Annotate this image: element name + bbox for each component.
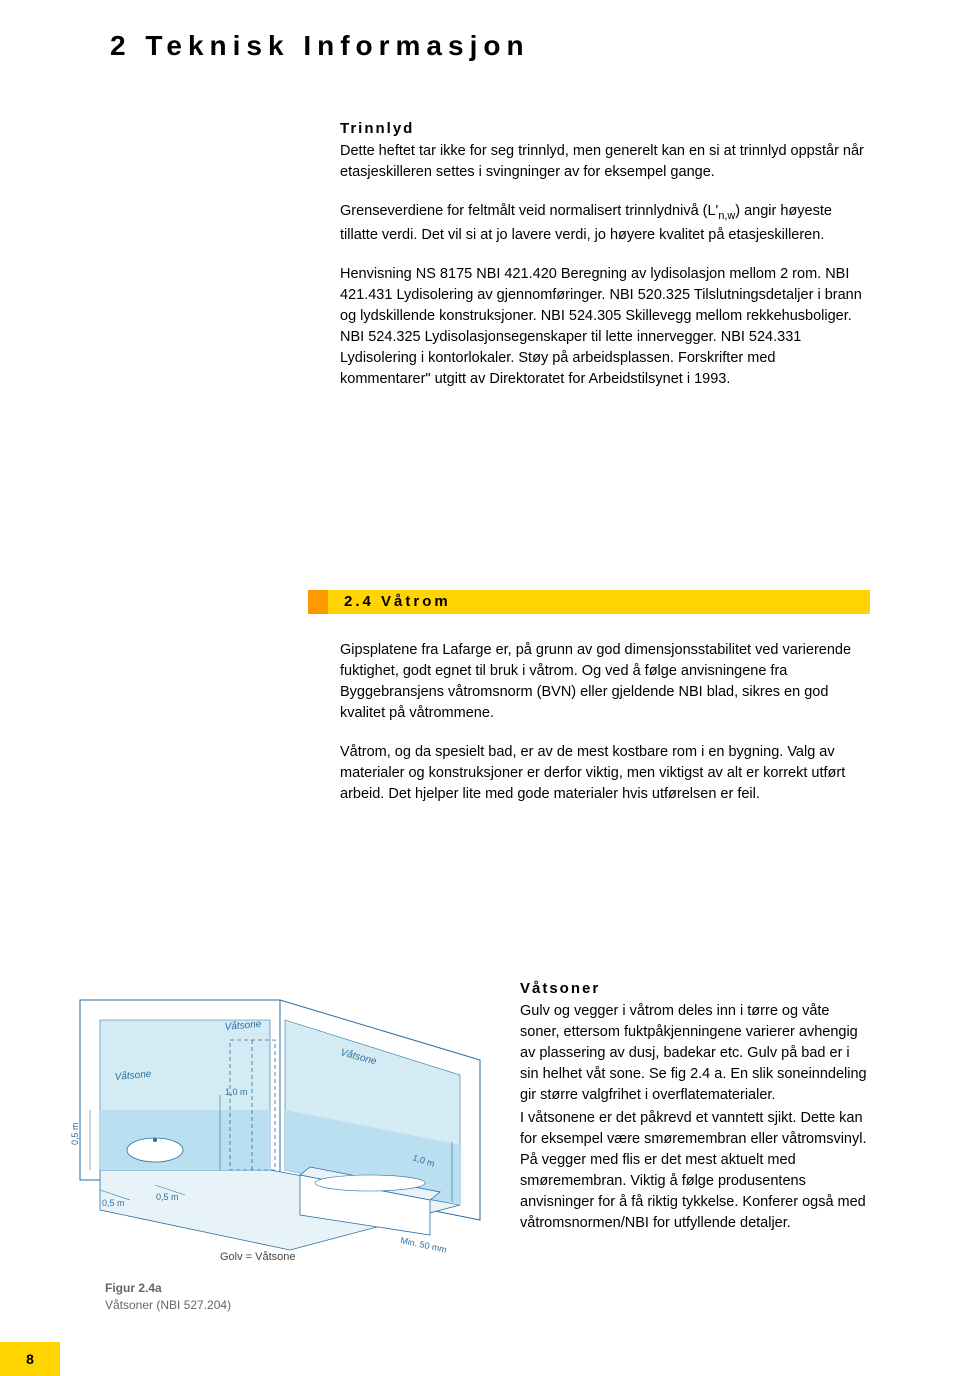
bathroom-diagram-svg: 0,5 m 0,5 m 0,5 m 1,0 m 1,0 m Min. 50 mm…	[60, 980, 500, 1280]
trinnlyd-p2sub: n,w	[718, 210, 735, 222]
vatrom-p1: Gipsplatene fra Lafarge er, på grunn av …	[340, 640, 870, 724]
vatrom-block: Gipsplatene fra Lafarge er, på grunn av …	[340, 640, 870, 823]
vatrom-p2: Våtrom, og da spesielt bad, er av de mes…	[340, 742, 870, 805]
dim-05m-h2-label: 0,5 m	[156, 1192, 179, 1202]
trinnlyd-block: Trinnlyd Dette heftet tar ikke for seg t…	[340, 120, 870, 408]
vatsoner-block: Våtsoner Gulv og vegger i våtrom deles i…	[520, 980, 870, 1234]
trinnlyd-p3: Henvisning NS 8175 NBI 421.420 Beregning…	[340, 264, 870, 390]
bathtub-basin	[315, 1175, 425, 1191]
section-bar-square	[308, 590, 328, 614]
section-bar-label: 2.4 Våtrom	[344, 590, 451, 614]
section-bar-vatrom: 2.4 Våtrom	[308, 590, 870, 614]
page-number: 8	[0, 1342, 60, 1376]
label-golv: Golv = Våtsone	[220, 1251, 296, 1263]
figure-caption-a: Figur 2.4a	[105, 1281, 162, 1295]
trinnlyd-heading: Trinnlyd	[340, 120, 870, 137]
figure-caption: Figur 2.4a Våtsoner (NBI 527.204)	[105, 1280, 231, 1314]
vatsoner-p2: I våtsonene er det påkrevd et vanntett s…	[520, 1108, 870, 1234]
dim-05m-h1-label: 0,5 m	[102, 1198, 125, 1208]
page-title: 2 Teknisk Informasjon	[110, 30, 530, 62]
figure-caption-b: Våtsoner (NBI 527.204)	[105, 1298, 231, 1312]
vatsoner-p1: Gulv og vegger i våtrom deles inn i tørr…	[520, 1001, 870, 1106]
trinnlyd-p2a: Grenseverdiene for feltmålt veid normali…	[340, 203, 718, 219]
dim-10m-l-label: 1,0 m	[225, 1087, 248, 1097]
dim-05m-v-label: 0,5 m	[70, 1122, 80, 1145]
wetzone-left	[100, 1110, 270, 1170]
trinnlyd-p1: Dette heftet tar ikke for seg trinnlyd, …	[340, 141, 870, 183]
dim-min50-label: Min. 50 mm	[400, 1235, 448, 1255]
figure-vatsoner: 0,5 m 0,5 m 0,5 m 1,0 m 1,0 m Min. 50 mm…	[60, 980, 480, 1310]
vatsoner-heading: Våtsoner	[520, 980, 870, 997]
sink-tap	[153, 1138, 157, 1142]
trinnlyd-p2: Grenseverdiene for feltmålt veid normali…	[340, 201, 870, 246]
